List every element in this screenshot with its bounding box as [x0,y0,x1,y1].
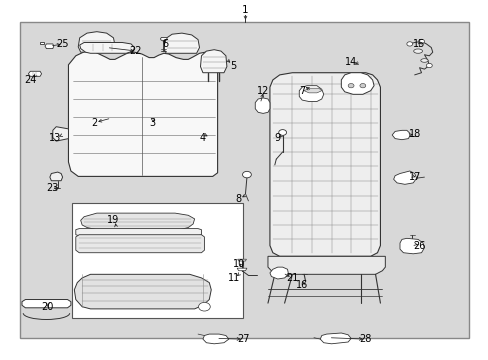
Text: 14: 14 [344,57,357,67]
Text: 22: 22 [129,46,142,56]
Text: 13: 13 [48,132,61,143]
Bar [72,203,242,318]
Polygon shape [163,33,199,53]
Circle shape [418,39,424,44]
Text: 4: 4 [200,132,205,143]
Text: 19: 19 [107,215,120,225]
Text: 25: 25 [56,39,69,49]
Polygon shape [393,171,416,184]
Text: 20: 20 [41,302,54,312]
Polygon shape [76,235,204,253]
Text: 6: 6 [162,39,168,49]
Polygon shape [237,268,246,271]
Text: 11: 11 [227,273,240,283]
Text: 10: 10 [232,258,244,269]
Polygon shape [304,88,321,93]
Polygon shape [78,32,115,52]
Text: 2: 2 [91,118,97,128]
Circle shape [198,302,210,311]
Text: 24: 24 [24,75,37,85]
Polygon shape [160,37,167,40]
Ellipse shape [413,49,422,53]
Circle shape [406,42,412,46]
Polygon shape [203,334,228,344]
Text: 12: 12 [256,86,269,96]
Circle shape [242,171,251,178]
Polygon shape [53,127,68,141]
Text: 21: 21 [285,273,298,283]
Bar [20,22,468,338]
Polygon shape [74,274,211,309]
Text: 27: 27 [237,334,249,344]
Text: 3: 3 [149,118,155,128]
Polygon shape [200,50,226,73]
Polygon shape [255,98,269,113]
Text: 15: 15 [412,39,425,49]
Text: 5: 5 [230,60,236,71]
Polygon shape [320,333,350,344]
Polygon shape [76,229,201,236]
Polygon shape [341,73,373,94]
Polygon shape [237,259,246,261]
Polygon shape [391,130,409,140]
Ellipse shape [420,59,427,62]
Polygon shape [68,51,217,176]
Circle shape [347,84,353,88]
Polygon shape [267,256,385,274]
Polygon shape [81,213,194,230]
Polygon shape [22,300,71,308]
Polygon shape [28,71,41,76]
Text: 7: 7 [299,86,305,96]
Polygon shape [80,42,134,53]
Polygon shape [269,73,380,256]
Text: 17: 17 [407,172,420,182]
Text: 1: 1 [242,5,248,15]
Polygon shape [399,238,424,254]
Polygon shape [50,172,62,181]
Text: 8: 8 [235,194,241,204]
Polygon shape [299,86,323,102]
Text: 9: 9 [274,132,280,143]
Circle shape [359,84,365,88]
Circle shape [278,130,286,135]
Text: 23: 23 [46,183,59,193]
Text: 26: 26 [412,240,425,251]
Text: 28: 28 [359,334,371,344]
Polygon shape [45,44,54,49]
Circle shape [426,63,431,68]
Text: 16: 16 [295,280,308,290]
Text: 18: 18 [407,129,420,139]
Polygon shape [269,267,288,279]
Polygon shape [40,42,44,44]
